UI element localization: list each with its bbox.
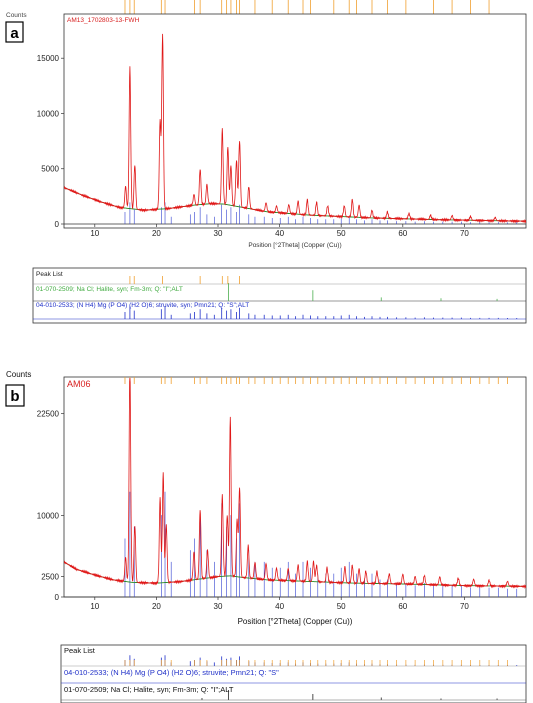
panel-b-peak-list-box — [60, 644, 527, 703]
panel-a-sample-label: AM13_1702803-13-FWH — [67, 17, 140, 24]
y-tick-label: 0 — [55, 593, 60, 602]
panel-b-xticks: 10 20 30 40 50 60 70 — [64, 596, 526, 611]
x-tick-label: 70 — [460, 229, 469, 238]
panel-b-yticks: 0 2500 10000 22500 — [37, 410, 64, 602]
x-tick-label: 40 — [275, 602, 284, 611]
panel-a-top-markers — [124, 0, 490, 14]
x-tick-label: 50 — [337, 602, 346, 611]
panel-b-top-markers — [124, 377, 508, 384]
x-tick-label: 30 — [214, 602, 223, 611]
panel-b-label-box — [5, 384, 25, 407]
x-tick-label: 20 — [152, 602, 161, 611]
panel-a-peak-list-row1-name: 01-070-2509; Na Cl; Halite, syn; Fm-3m; … — [36, 286, 183, 293]
panel-b: Counts b AM06 0 2500 10000 22500 10 20 30 40 50… — [5, 370, 527, 703]
panel-a-pattern-line — [63, 33, 527, 224]
panel-a-reference-sticks — [124, 202, 518, 224]
panel-a-ylabel: Counts — [6, 12, 27, 19]
x-tick-label: 60 — [398, 229, 407, 238]
y-tick-label: 15000 — [37, 54, 60, 63]
x-tick-label: 10 — [90, 229, 99, 238]
panel-b-label: b — [10, 388, 19, 405]
panel-a-plot-frame — [63, 13, 527, 229]
panel-b-peak-list-row2-name: 01-070-2509; Na Cl; Halite, syn; Fm-3m; … — [64, 685, 234, 694]
panel-b-pattern-line — [63, 377, 527, 589]
y-tick-label: 0 — [55, 220, 60, 229]
panel-a-label-box — [5, 21, 24, 43]
panel-b-peak-list-title: Peak List — [64, 646, 96, 655]
panel-a-label: a — [10, 25, 19, 42]
y-tick-label: 10000 — [37, 512, 60, 521]
y-tick-label: 2500 — [41, 573, 59, 582]
panel-a: a Counts AM13_1702803-13-FWH 0 5000 10000 1… — [5, 0, 527, 324]
y-tick-label: 5000 — [41, 165, 59, 174]
panel-b-peak-list-row1-name: 04-010-2533; (N H4) Mg (P O4) (H2 O)6; s… — [64, 668, 279, 677]
panel-a-peak-list-row1-sticks — [129, 276, 498, 301]
panel-a-yticks: 0 5000 10000 15000 — [37, 54, 64, 229]
panel-b-sample-label: AM06 — [67, 379, 91, 389]
x-tick-label: 70 — [460, 602, 469, 611]
y-tick-label: 10000 — [37, 109, 60, 118]
panel-a-peak-list-box — [32, 267, 527, 324]
panel-a-peak-list-row2-name: 04-010-2533; (N H4) Mg (P O4) (H2 O)6; s… — [36, 302, 249, 309]
x-tick-label: 10 — [90, 602, 99, 611]
panel-a-xlabel: Position [°2Theta] (Copper (Cu)) — [248, 241, 341, 249]
panel-b-xlabel: Position [°2Theta] (Copper (Cu)) — [238, 617, 353, 626]
x-tick-label: 50 — [337, 229, 346, 238]
x-tick-label: 20 — [152, 229, 161, 238]
panel-b-ylabel: Counts — [6, 370, 31, 379]
panel-a-xticks: 10 20 30 40 50 60 70 — [64, 223, 526, 238]
y-tick-label: 22500 — [37, 410, 60, 419]
x-tick-label: 30 — [214, 229, 223, 238]
panel-b-peak-list-row1-sticks — [124, 655, 518, 666]
panel-a-peak-list-title: Peak List — [36, 271, 63, 278]
x-tick-label: 40 — [275, 229, 284, 238]
x-tick-label: 60 — [398, 602, 407, 611]
